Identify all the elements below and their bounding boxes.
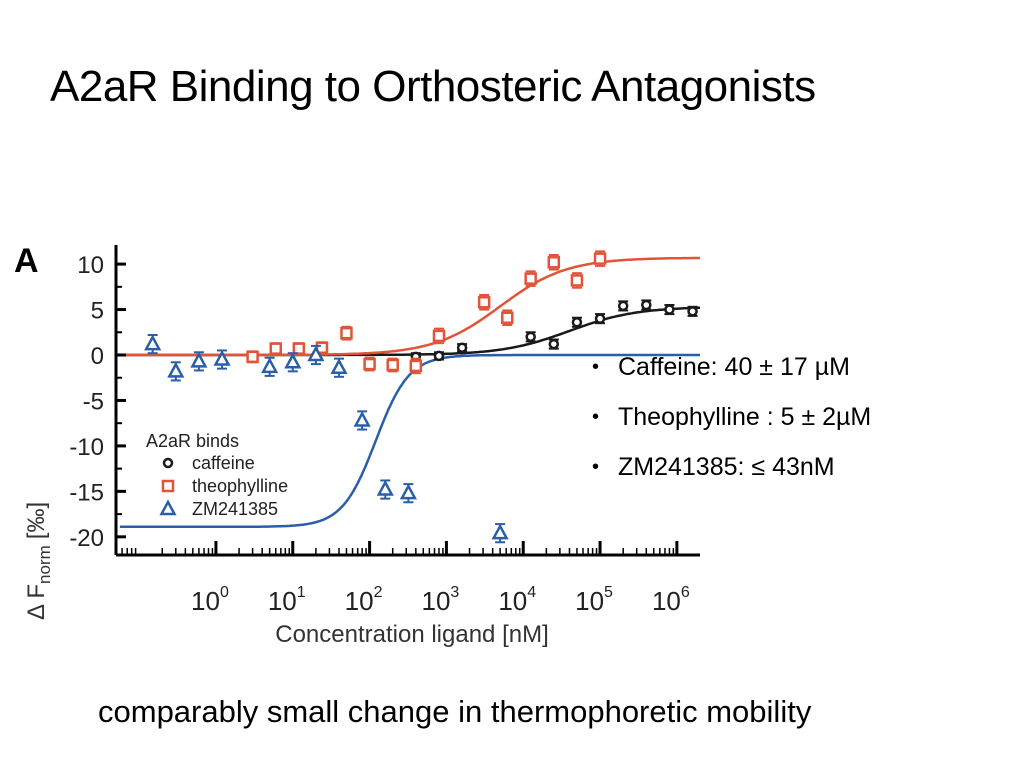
result-text: Caffeine: 40 ± 17 µM	[618, 353, 850, 381]
x-tick-label: 103	[421, 584, 459, 616]
legend-label-caffeine: caffeine	[192, 453, 255, 473]
data-point-caffeine	[433, 350, 445, 362]
fit-curve-zm241385	[119, 353, 700, 529]
legend-title: A2aR binds	[146, 431, 239, 451]
data-point-caffeine	[571, 317, 583, 328]
legend-marker-caffeine	[162, 457, 174, 469]
bullet-dot: •	[592, 406, 600, 428]
slide-title: A2aR Binding to Orthosteric Antagonists	[50, 62, 816, 111]
legend-label-zm241385: ZM241385	[192, 499, 278, 519]
results-list: • Caffeine: 40 ± 17 µM • Theophylline : 5 …	[588, 346, 871, 496]
data-point-theophylline	[524, 272, 537, 285]
y-tick-label: -15	[69, 479, 104, 506]
svg-text:Δ Fnorm[‰]: Δ Fnorm [‰]	[23, 502, 54, 620]
x-axis-label: Concentration ligand [nM]	[275, 621, 549, 648]
data-point-zm241385	[353, 410, 371, 427]
result-text: ZM241385: ≤ 43nM	[618, 453, 835, 481]
data-point-theophylline	[570, 274, 584, 287]
data-point-theophylline	[432, 329, 446, 343]
data-point-theophylline	[340, 326, 353, 340]
data-point-theophylline	[593, 252, 607, 265]
data-point-zm241385	[330, 358, 348, 374]
panel-label: A	[14, 242, 39, 280]
result-zm241385: • ZM241385: ≤ 43nM	[588, 446, 871, 496]
y-tick-label: -20	[69, 525, 104, 552]
data-point-zm241385	[213, 349, 231, 366]
bullet-dot: •	[592, 356, 600, 378]
x-tick-label: 104	[498, 584, 536, 616]
data-point-theophylline	[292, 342, 306, 355]
data-point-caffeine	[617, 300, 629, 312]
data-point-zm241385	[376, 479, 394, 496]
data-point-zm241385	[399, 483, 417, 500]
x-tick-label: 105	[575, 584, 613, 616]
data-point-theophylline	[269, 342, 282, 355]
y-axis-label: Δ Fnorm [‰]	[23, 502, 54, 620]
data-point-zm241385	[284, 352, 302, 369]
data-point-theophylline	[246, 350, 259, 364]
y-tick-label: 5	[91, 298, 104, 325]
y-tick-label: 0	[91, 343, 104, 370]
data-point-caffeine	[687, 306, 698, 317]
y-axis-label-unit: [‰]	[23, 502, 50, 539]
y-axis-label-sub: norm	[35, 545, 54, 584]
y-axis-label-main: Δ F	[23, 584, 50, 620]
x-tick-label: 101	[268, 584, 306, 616]
data-point-theophylline	[363, 357, 376, 371]
footer-caption: comparably small change in thermophoreti…	[98, 694, 812, 729]
data-point-caffeine	[664, 304, 675, 315]
data-point-zm241385	[144, 334, 162, 351]
fit-curve-theophylline	[119, 256, 700, 357]
data-point-caffeine	[594, 313, 606, 324]
y-tick-label: -5	[83, 388, 104, 415]
legend-marker-zm241385	[159, 499, 177, 516]
data-point-zm241385	[491, 523, 509, 540]
data-point-caffeine	[641, 299, 652, 311]
x-tick-label: 100	[191, 584, 229, 616]
data-point-zm241385	[167, 361, 185, 378]
data-point-zm241385	[190, 351, 208, 368]
data-point-caffeine	[525, 331, 536, 343]
data-points	[144, 250, 698, 544]
x-tick-label: 106	[652, 584, 690, 616]
y-tick-label: -10	[69, 434, 104, 461]
x-tick-label: 102	[345, 584, 383, 616]
legend-marker-theophylline	[161, 479, 175, 493]
data-point-zm241385	[261, 357, 279, 374]
result-text: Theophylline : 5 ± 2µM	[618, 403, 872, 431]
data-point-theophylline	[386, 358, 399, 372]
data-point-theophylline	[409, 359, 423, 373]
data-point-theophylline	[547, 256, 561, 269]
bullet-dot: •	[592, 456, 600, 478]
data-point-zm241385	[307, 345, 325, 362]
data-point-caffeine	[548, 338, 560, 350]
legend-label-theophylline: theophylline	[192, 476, 288, 496]
data-point-caffeine	[456, 342, 468, 353]
data-point-theophylline	[501, 311, 514, 324]
data-point-theophylline	[477, 296, 491, 309]
result-caffeine: • Caffeine: 40 ± 17 µM	[588, 346, 871, 396]
y-tick-label: 10	[77, 252, 104, 279]
result-theophylline: • Theophylline : 5 ± 2µM	[588, 396, 871, 446]
